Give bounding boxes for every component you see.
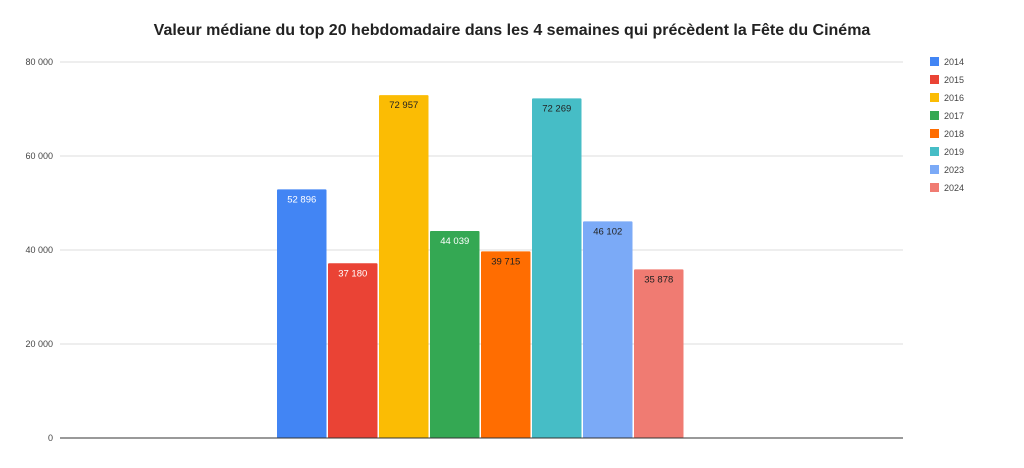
bar-2017 [430, 231, 480, 438]
bar-2024 [634, 269, 684, 438]
legend-swatch-2019 [930, 147, 939, 156]
data-label-2018: 39 715 [491, 256, 520, 267]
data-label-2024: 35 878 [644, 274, 673, 285]
data-label-2014: 52 896 [287, 194, 316, 205]
legend-swatch-2017 [930, 111, 939, 120]
data-label-2019: 72 269 [542, 103, 571, 114]
legend-label-2015: 2015 [944, 75, 964, 85]
legend-label-2023: 2023 [944, 165, 964, 175]
bar-2015 [328, 263, 378, 438]
chart-title: Valeur médiane du top 20 hebdomadaire da… [153, 22, 871, 39]
legend-swatch-2016 [930, 93, 939, 102]
legend-swatch-2024 [930, 183, 939, 192]
bar-2019 [532, 98, 582, 439]
bar-2016 [379, 95, 429, 438]
legend-swatch-2023 [930, 165, 939, 174]
data-label-2015: 37 180 [338, 268, 367, 279]
legend-swatch-2018 [930, 129, 939, 138]
y-tick-label: 0 [48, 433, 53, 443]
y-tick-label: 60 000 [25, 151, 53, 161]
bar-2018 [481, 251, 531, 438]
legend-swatch-2015 [930, 75, 939, 84]
data-label-2017: 44 039 [440, 236, 469, 247]
legend-label-2016: 2016 [944, 93, 964, 103]
legend-label-2018: 2018 [944, 129, 964, 139]
legend-label-2019: 2019 [944, 147, 964, 157]
legend-swatch-2014 [930, 57, 939, 66]
bar-2023 [583, 221, 633, 438]
y-tick-label: 20 000 [25, 339, 53, 349]
data-label-2016: 72 957 [389, 100, 418, 111]
y-tick-label: 80 000 [25, 57, 53, 67]
legend-label-2014: 2014 [944, 57, 964, 67]
bar-2014 [277, 189, 327, 438]
legend-label-2017: 2017 [944, 111, 964, 121]
legend-label-2024: 2024 [944, 183, 964, 193]
y-tick-label: 40 000 [25, 245, 53, 255]
data-label-2023: 46 102 [593, 226, 622, 237]
